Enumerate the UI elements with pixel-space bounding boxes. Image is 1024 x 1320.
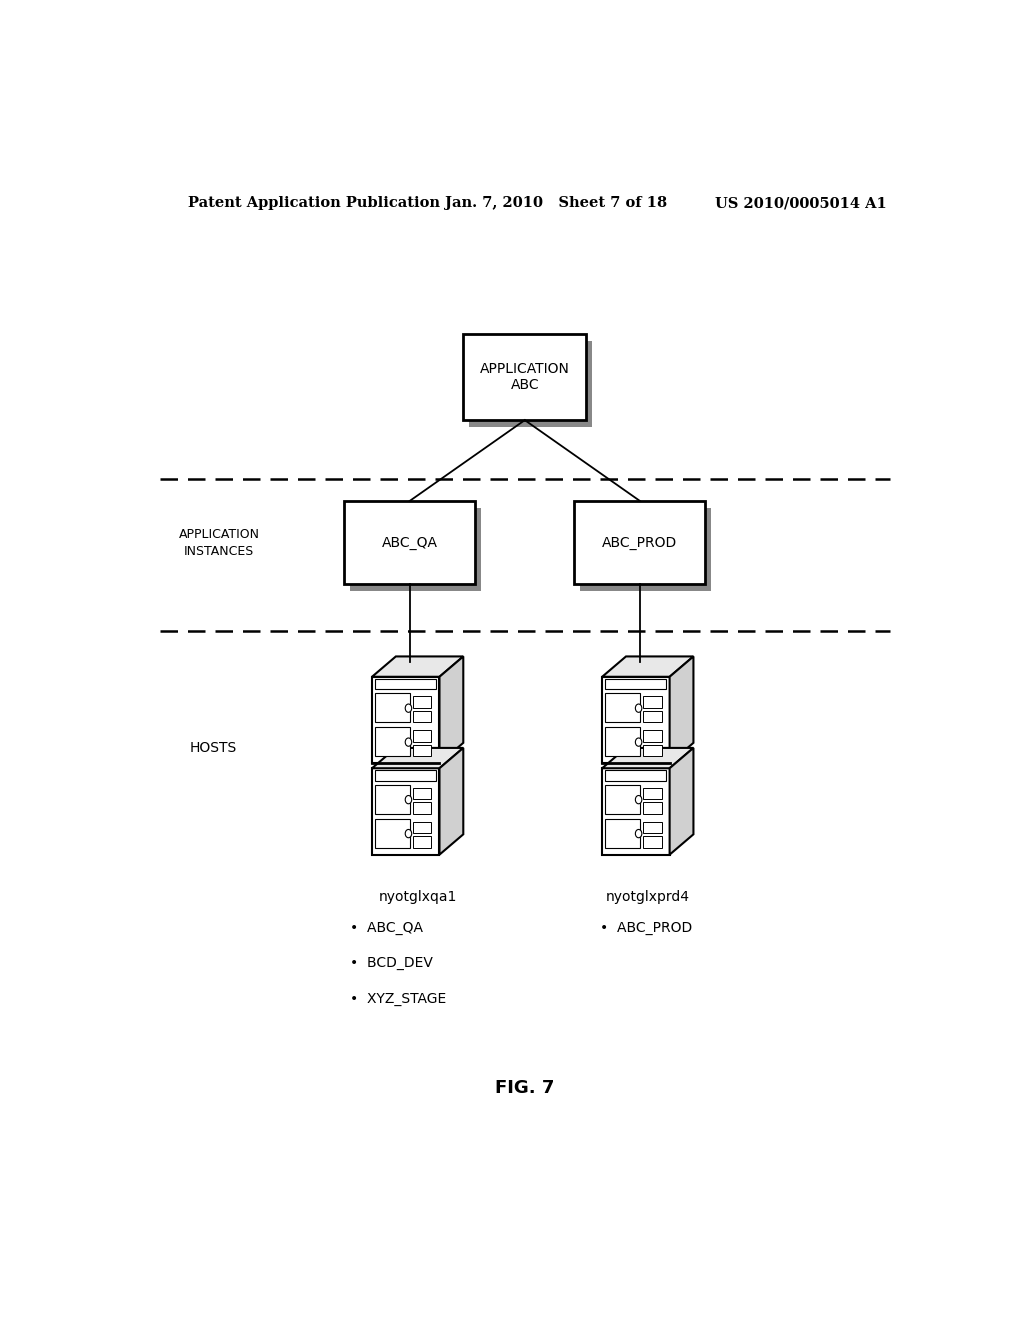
- Text: •  ABC_PROD: • ABC_PROD: [600, 921, 692, 935]
- Bar: [605, 818, 640, 847]
- Circle shape: [635, 704, 642, 713]
- Text: US 2010/0005014 A1: US 2010/0005014 A1: [715, 195, 887, 210]
- Circle shape: [406, 829, 412, 838]
- Bar: [469, 341, 592, 428]
- Bar: [413, 803, 431, 813]
- Polygon shape: [372, 748, 463, 768]
- Bar: [643, 696, 662, 708]
- Bar: [350, 508, 480, 591]
- Bar: [463, 334, 587, 420]
- Text: •  XYZ_STAGE: • XYZ_STAGE: [350, 991, 446, 1006]
- Text: ABC_QA: ABC_QA: [382, 536, 437, 549]
- Bar: [643, 710, 662, 722]
- Text: nyotglxprd4: nyotglxprd4: [606, 890, 690, 904]
- Text: APPLICATION
INSTANCES: APPLICATION INSTANCES: [179, 528, 260, 557]
- Polygon shape: [602, 748, 693, 768]
- Polygon shape: [372, 656, 463, 677]
- Text: APPLICATION
ABC: APPLICATION ABC: [480, 362, 569, 392]
- Text: •  ABC_QA: • ABC_QA: [350, 921, 423, 935]
- Bar: [413, 730, 431, 742]
- Bar: [574, 500, 706, 585]
- Bar: [372, 677, 439, 763]
- Polygon shape: [439, 748, 463, 854]
- Circle shape: [406, 704, 412, 713]
- Bar: [413, 744, 431, 756]
- Bar: [605, 678, 667, 689]
- Bar: [605, 771, 667, 780]
- Bar: [372, 768, 439, 854]
- Bar: [643, 730, 662, 742]
- Circle shape: [635, 796, 642, 804]
- Bar: [643, 744, 662, 756]
- Text: FIG. 7: FIG. 7: [496, 1080, 554, 1097]
- Text: HOSTS: HOSTS: [190, 741, 238, 755]
- Bar: [375, 678, 436, 689]
- Bar: [413, 836, 431, 847]
- Bar: [375, 818, 411, 847]
- Text: Patent Application Publication: Patent Application Publication: [187, 195, 439, 210]
- Text: Jan. 7, 2010   Sheet 7 of 18: Jan. 7, 2010 Sheet 7 of 18: [445, 195, 668, 210]
- Bar: [413, 822, 431, 833]
- Bar: [375, 771, 436, 780]
- Circle shape: [406, 738, 412, 746]
- Bar: [602, 768, 670, 854]
- Polygon shape: [439, 656, 463, 763]
- Bar: [413, 696, 431, 708]
- Bar: [580, 508, 711, 591]
- Text: nyotglxqa1: nyotglxqa1: [379, 890, 457, 904]
- Bar: [602, 677, 670, 763]
- Bar: [375, 727, 411, 756]
- Bar: [344, 500, 475, 585]
- Text: ABC_PROD: ABC_PROD: [602, 536, 678, 549]
- Circle shape: [406, 796, 412, 804]
- Bar: [605, 784, 640, 813]
- Bar: [643, 836, 662, 847]
- Bar: [643, 788, 662, 799]
- Bar: [375, 784, 411, 813]
- Bar: [605, 727, 640, 756]
- Bar: [643, 803, 662, 813]
- Bar: [375, 693, 411, 722]
- Bar: [605, 693, 640, 722]
- Bar: [643, 822, 662, 833]
- Polygon shape: [670, 748, 693, 854]
- Polygon shape: [670, 656, 693, 763]
- Text: •  BCD_DEV: • BCD_DEV: [350, 956, 433, 970]
- Bar: [413, 710, 431, 722]
- Circle shape: [635, 829, 642, 838]
- Circle shape: [635, 738, 642, 746]
- Polygon shape: [602, 656, 693, 677]
- Bar: [413, 788, 431, 799]
